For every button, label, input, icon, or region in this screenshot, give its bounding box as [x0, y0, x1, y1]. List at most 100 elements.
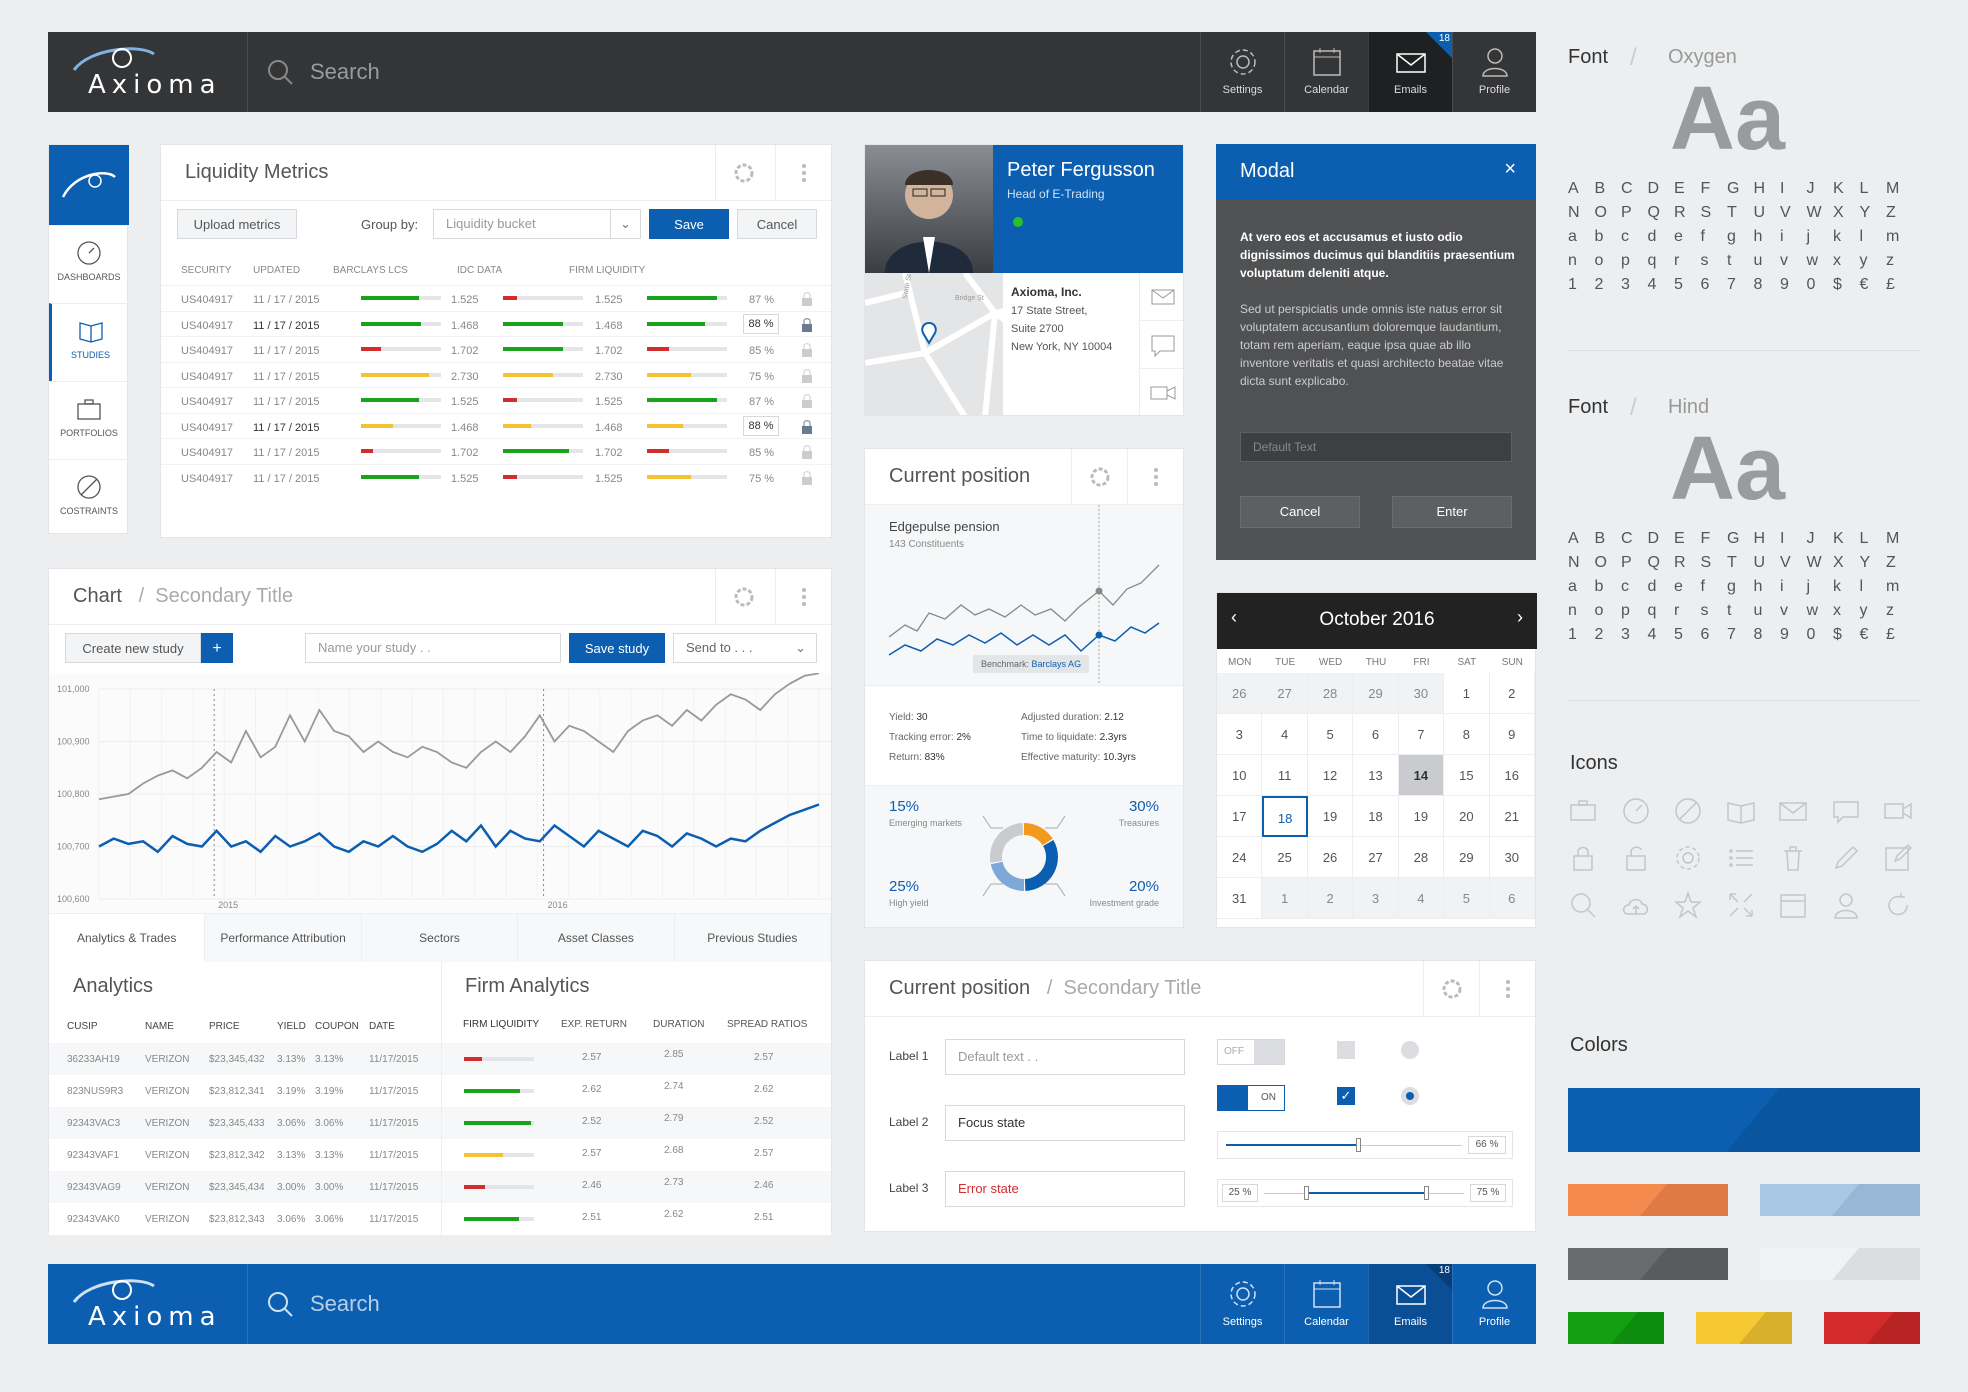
calendar-day[interactable]: 15	[1444, 755, 1490, 796]
table-row[interactable]: 92343VAG9 VERIZON $23,345,434 3.00% 3.00% 11/…	[49, 1171, 441, 1203]
table-row[interactable]: 2.51 2.62 2.51	[442, 1203, 831, 1235]
calendar-day[interactable]: 9	[1489, 714, 1535, 755]
calendar-day[interactable]: 17	[1217, 796, 1263, 837]
calendar-day[interactable]: 5	[1444, 878, 1490, 919]
table-row[interactable]: US404917 11 / 17 / 2015 1.525 1.525 87 %	[161, 387, 831, 412]
calendar-day[interactable]: 4	[1398, 878, 1445, 919]
lock-icon[interactable]	[801, 470, 813, 485]
table-row[interactable]: 2.52 2.79 2.52	[442, 1107, 831, 1139]
calendar-day[interactable]: 4	[1262, 714, 1308, 755]
range-handle-low[interactable]	[1304, 1186, 1309, 1200]
modal-input[interactable]: Default Text	[1240, 432, 1512, 462]
panel-settings-button[interactable]	[715, 569, 771, 625]
calendar-day[interactable]: 28	[1307, 673, 1354, 714]
calendar-day[interactable]: 24	[1217, 837, 1263, 878]
calendar-day[interactable]: 20	[1444, 796, 1490, 837]
table-row[interactable]: 2.57 2.68 2.57	[442, 1139, 831, 1171]
single-slider[interactable]: 66 %	[1217, 1131, 1513, 1159]
sidebar-item-constraints[interactable]: COSTRAINTS	[49, 459, 129, 537]
emails-button[interactable]: 18 Emails	[1368, 1264, 1452, 1344]
calendar-day[interactable]: 3	[1353, 878, 1399, 919]
calendar-day[interactable]: 28	[1398, 837, 1445, 878]
send-to-select[interactable]: Send to . . . ⌄	[673, 633, 817, 663]
chat-contact-button[interactable]	[1139, 321, 1183, 369]
calendar-day[interactable]: 25	[1262, 837, 1308, 878]
sidebar-item-studies[interactable]: STUDIES	[49, 303, 129, 381]
firm-liquidity-input[interactable]: 88 %	[743, 313, 779, 334]
table-row[interactable]: US404917 11 / 17 / 2015 2.730 2.730 75 %	[161, 361, 831, 387]
calendar-day[interactable]: 3	[1217, 714, 1263, 755]
calendar-button[interactable]: Calendar	[1284, 1264, 1368, 1344]
panel-menu-button[interactable]	[1479, 961, 1535, 1017]
table-row[interactable]: 92343VAF1 VERIZON $23,812,342 3.13% 3.13% 11/…	[49, 1139, 441, 1171]
calendar-day[interactable]: 13	[1353, 755, 1399, 796]
search-bar[interactable]: Search	[248, 32, 998, 112]
close-icon[interactable]: ×	[1504, 158, 1516, 180]
table-row[interactable]: 2.62 2.74 2.62	[442, 1075, 831, 1107]
range-handle-high[interactable]	[1424, 1186, 1429, 1200]
settings-button[interactable]: Settings	[1200, 1264, 1284, 1344]
brand-logo[interactable]: Axioma	[48, 1264, 248, 1344]
sidebar-item-dashboards[interactable]: DASHBOARDS	[49, 225, 129, 303]
donut-slice[interactable]	[990, 861, 1024, 891]
slider-handle[interactable]	[1355, 1138, 1361, 1152]
create-study-button[interactable]: Create new study	[65, 633, 201, 663]
calendar-day[interactable]: 2	[1307, 878, 1354, 919]
calendar-day[interactable]: 1	[1262, 878, 1308, 919]
panel-settings-button[interactable]	[1071, 449, 1127, 505]
calendar-day[interactable]: 31	[1217, 878, 1263, 919]
upload-metrics-button[interactable]: Upload metrics	[177, 209, 297, 239]
lock-icon[interactable]	[801, 394, 813, 408]
donut-slice[interactable]	[1024, 823, 1053, 846]
panel-settings-button[interactable]	[715, 145, 771, 201]
cancel-button[interactable]: Cancel	[737, 209, 817, 239]
table-row[interactable]: US404917 11 / 17 / 2015 1.702 1.702 85 %	[161, 336, 831, 361]
calendar-day[interactable]: 26	[1217, 673, 1263, 714]
table-row[interactable]: 92343VAK0 VERIZON $23,812,343 3.06% 3.06% 11/…	[49, 1203, 441, 1235]
toggle-on[interactable]: ON	[1217, 1085, 1285, 1111]
next-month-button[interactable]: ›	[1517, 607, 1523, 627]
range-slider[interactable]: 25 % 75 %	[1217, 1179, 1513, 1207]
calendar-day[interactable]: 11	[1262, 755, 1308, 796]
tab-1[interactable]: Performance Attribution	[205, 914, 362, 962]
calendar-day[interactable]: 27	[1262, 673, 1308, 714]
profile-button[interactable]: Profile	[1452, 1264, 1536, 1344]
calendar-day[interactable]: 7	[1398, 714, 1445, 755]
lock-icon[interactable]	[801, 292, 813, 306]
error-state-input[interactable]: Error state	[945, 1171, 1185, 1207]
modal-cancel-button[interactable]: Cancel	[1240, 496, 1360, 528]
donut-slice[interactable]	[989, 823, 1024, 863]
emails-button[interactable]: 18 Emails	[1368, 32, 1452, 112]
calendar-day[interactable]: 29	[1444, 837, 1490, 878]
radio-unchecked[interactable]	[1401, 1041, 1419, 1059]
calendar-day[interactable]: 18	[1262, 796, 1308, 837]
calendar-day[interactable]: 26	[1307, 837, 1354, 878]
lock-icon[interactable]	[801, 317, 813, 332]
calendar-day[interactable]: 8	[1444, 714, 1490, 755]
calendar-day[interactable]: 14	[1398, 755, 1445, 796]
sidebar-item-portfolios[interactable]: PORTFOLIOS	[49, 381, 129, 459]
table-row[interactable]: US404917 11 / 17 / 2015 1.525 1.525 87 %	[161, 285, 831, 310]
modal-enter-button[interactable]: Enter	[1392, 496, 1512, 528]
calendar-day[interactable]: 27	[1353, 837, 1399, 878]
tab-2[interactable]: Sectors	[361, 914, 519, 962]
firm-liquidity-input[interactable]: 88 %	[743, 415, 779, 436]
table-row[interactable]: 2.46 2.73 2.46	[442, 1171, 831, 1203]
email-contact-button[interactable]	[1139, 273, 1183, 321]
toggle-off[interactable]: OFF	[1217, 1039, 1285, 1065]
group-by-select[interactable]: Liquidity bucket ⌄	[433, 209, 641, 239]
calendar-button[interactable]: Calendar	[1284, 32, 1368, 112]
lock-icon[interactable]	[801, 419, 813, 434]
search-bar[interactable]: Search	[248, 1264, 998, 1344]
calendar-day[interactable]: 19	[1307, 796, 1354, 837]
table-row[interactable]: US404917 11 / 17 / 2015 1.468 1.468 88 %	[161, 412, 831, 438]
calendar-day[interactable]: 12	[1307, 755, 1354, 796]
add-study-button[interactable]: +	[201, 633, 233, 663]
profile-button[interactable]: Profile	[1452, 32, 1536, 112]
panel-settings-button[interactable]	[1423, 961, 1479, 1017]
tab-4[interactable]: Previous Studies	[674, 914, 831, 962]
lock-icon[interactable]	[801, 368, 813, 383]
video-contact-button[interactable]	[1139, 369, 1183, 415]
panel-menu-button[interactable]	[775, 569, 831, 625]
donut-slice[interactable]	[1024, 840, 1058, 891]
